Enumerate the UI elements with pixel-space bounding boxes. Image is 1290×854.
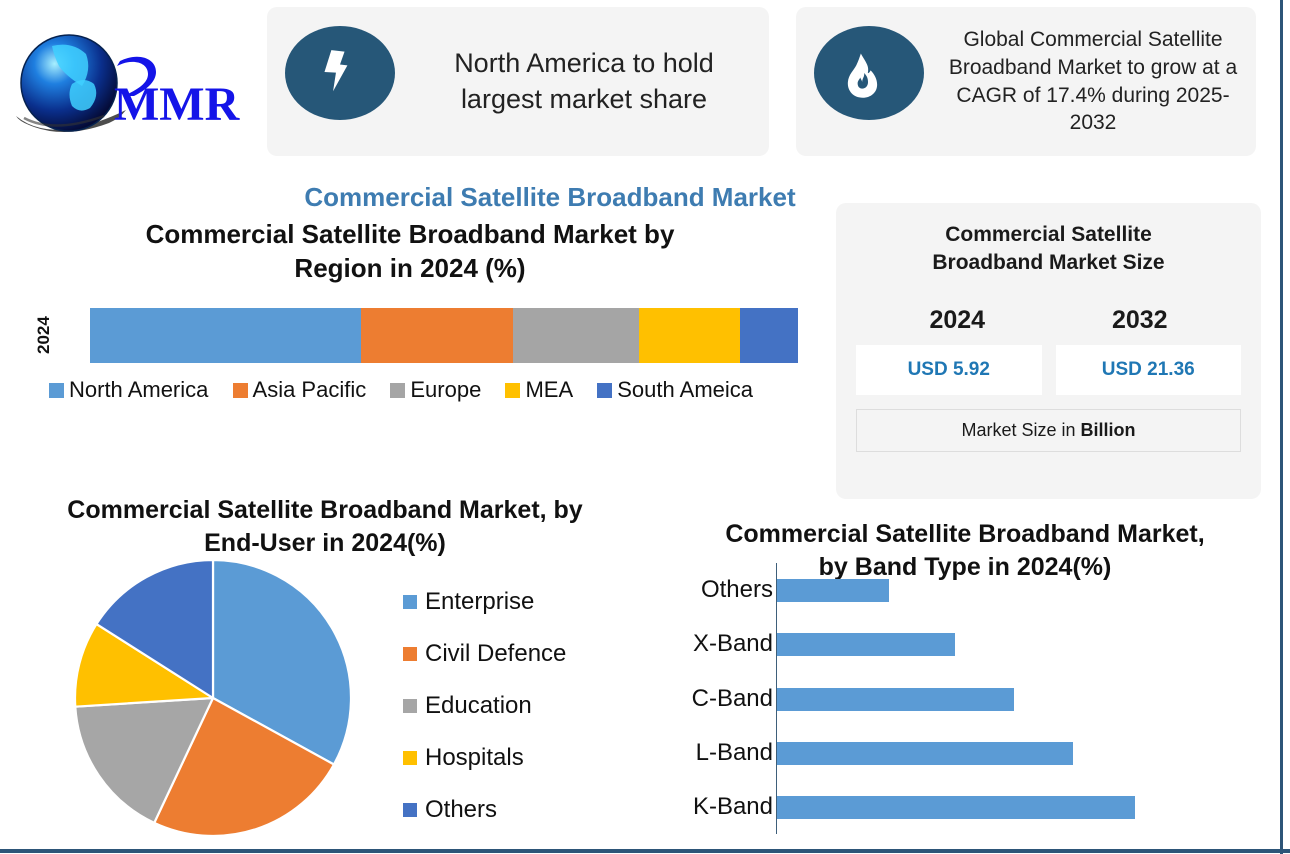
svg-text:MMR: MMR	[114, 78, 241, 131]
